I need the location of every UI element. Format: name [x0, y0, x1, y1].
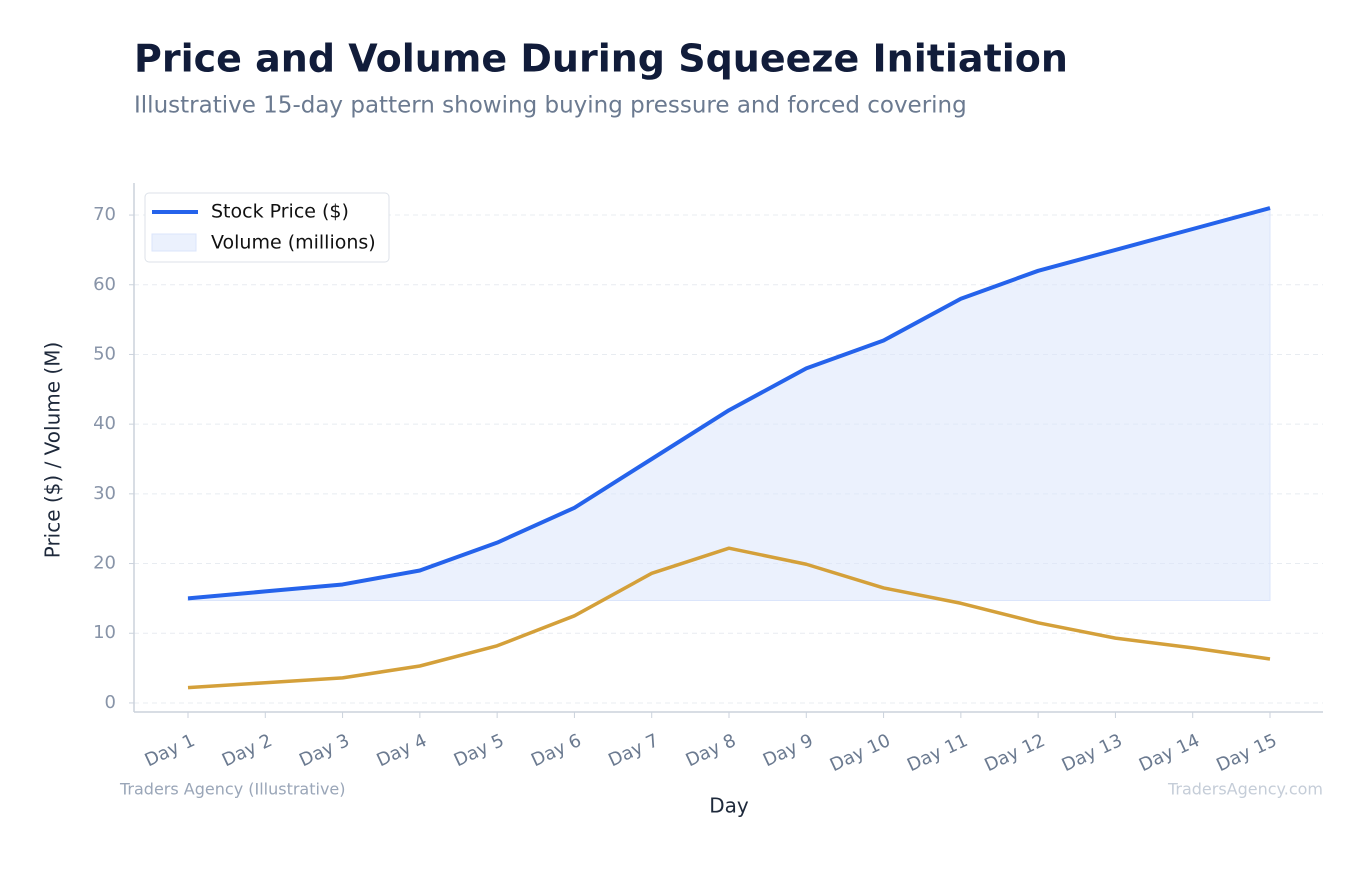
x-tick-label: Day 6 — [528, 730, 585, 771]
y-tick-label: 30 — [93, 483, 116, 504]
x-tick-label: Day 14 — [1136, 730, 1203, 776]
y-tick-label: 60 — [93, 274, 116, 295]
x-tick-label: Day 11 — [904, 730, 971, 776]
legend-box — [144, 192, 390, 263]
y-axis-label: Price ($) / Volume (M) — [41, 342, 65, 559]
footer-left: Traders Agency (Illustrative) — [119, 780, 346, 799]
y-tick-label: 70 — [93, 204, 116, 225]
x-tick-label: Day 10 — [827, 730, 894, 776]
x-tick-label: Day 9 — [760, 730, 817, 771]
x-tick-label: Day 3 — [296, 730, 353, 771]
volume-fill — [187, 207, 1271, 601]
x-tick-label: Day 15 — [1213, 730, 1280, 776]
x-tick-label: Day 8 — [683, 730, 740, 771]
y-tick-label: 0 — [105, 692, 116, 713]
y-tick-label: 50 — [93, 343, 116, 364]
series-line — [187, 546, 1271, 690]
x-tick-label: Day 7 — [605, 730, 662, 771]
chart-title: Price and Volume During Squeeze Initiati… — [134, 37, 1068, 81]
legend-label: Volume (millions) — [211, 232, 376, 254]
x-tick-label: Day 13 — [1059, 730, 1126, 776]
x-axis-label: Day — [709, 794, 749, 818]
series-line — [187, 206, 1271, 601]
y-tick-label: 20 — [93, 553, 116, 574]
legend-swatch — [151, 233, 197, 252]
legend-label: Stock Price ($) — [211, 201, 349, 223]
y-tick-label: 40 — [93, 413, 116, 434]
x-tick-label: Day 4 — [373, 730, 430, 771]
footer-right: TradersAgency.com — [1167, 780, 1323, 799]
chart-subtitle: Illustrative 15-day pattern showing buyi… — [134, 93, 967, 119]
x-tick-label: Day 5 — [451, 730, 508, 771]
x-tick-label: Day 12 — [981, 730, 1048, 776]
y-tick-label: 10 — [93, 622, 116, 643]
x-tick-label: Day 1 — [142, 730, 199, 771]
x-tick-label: Day 2 — [219, 730, 276, 771]
